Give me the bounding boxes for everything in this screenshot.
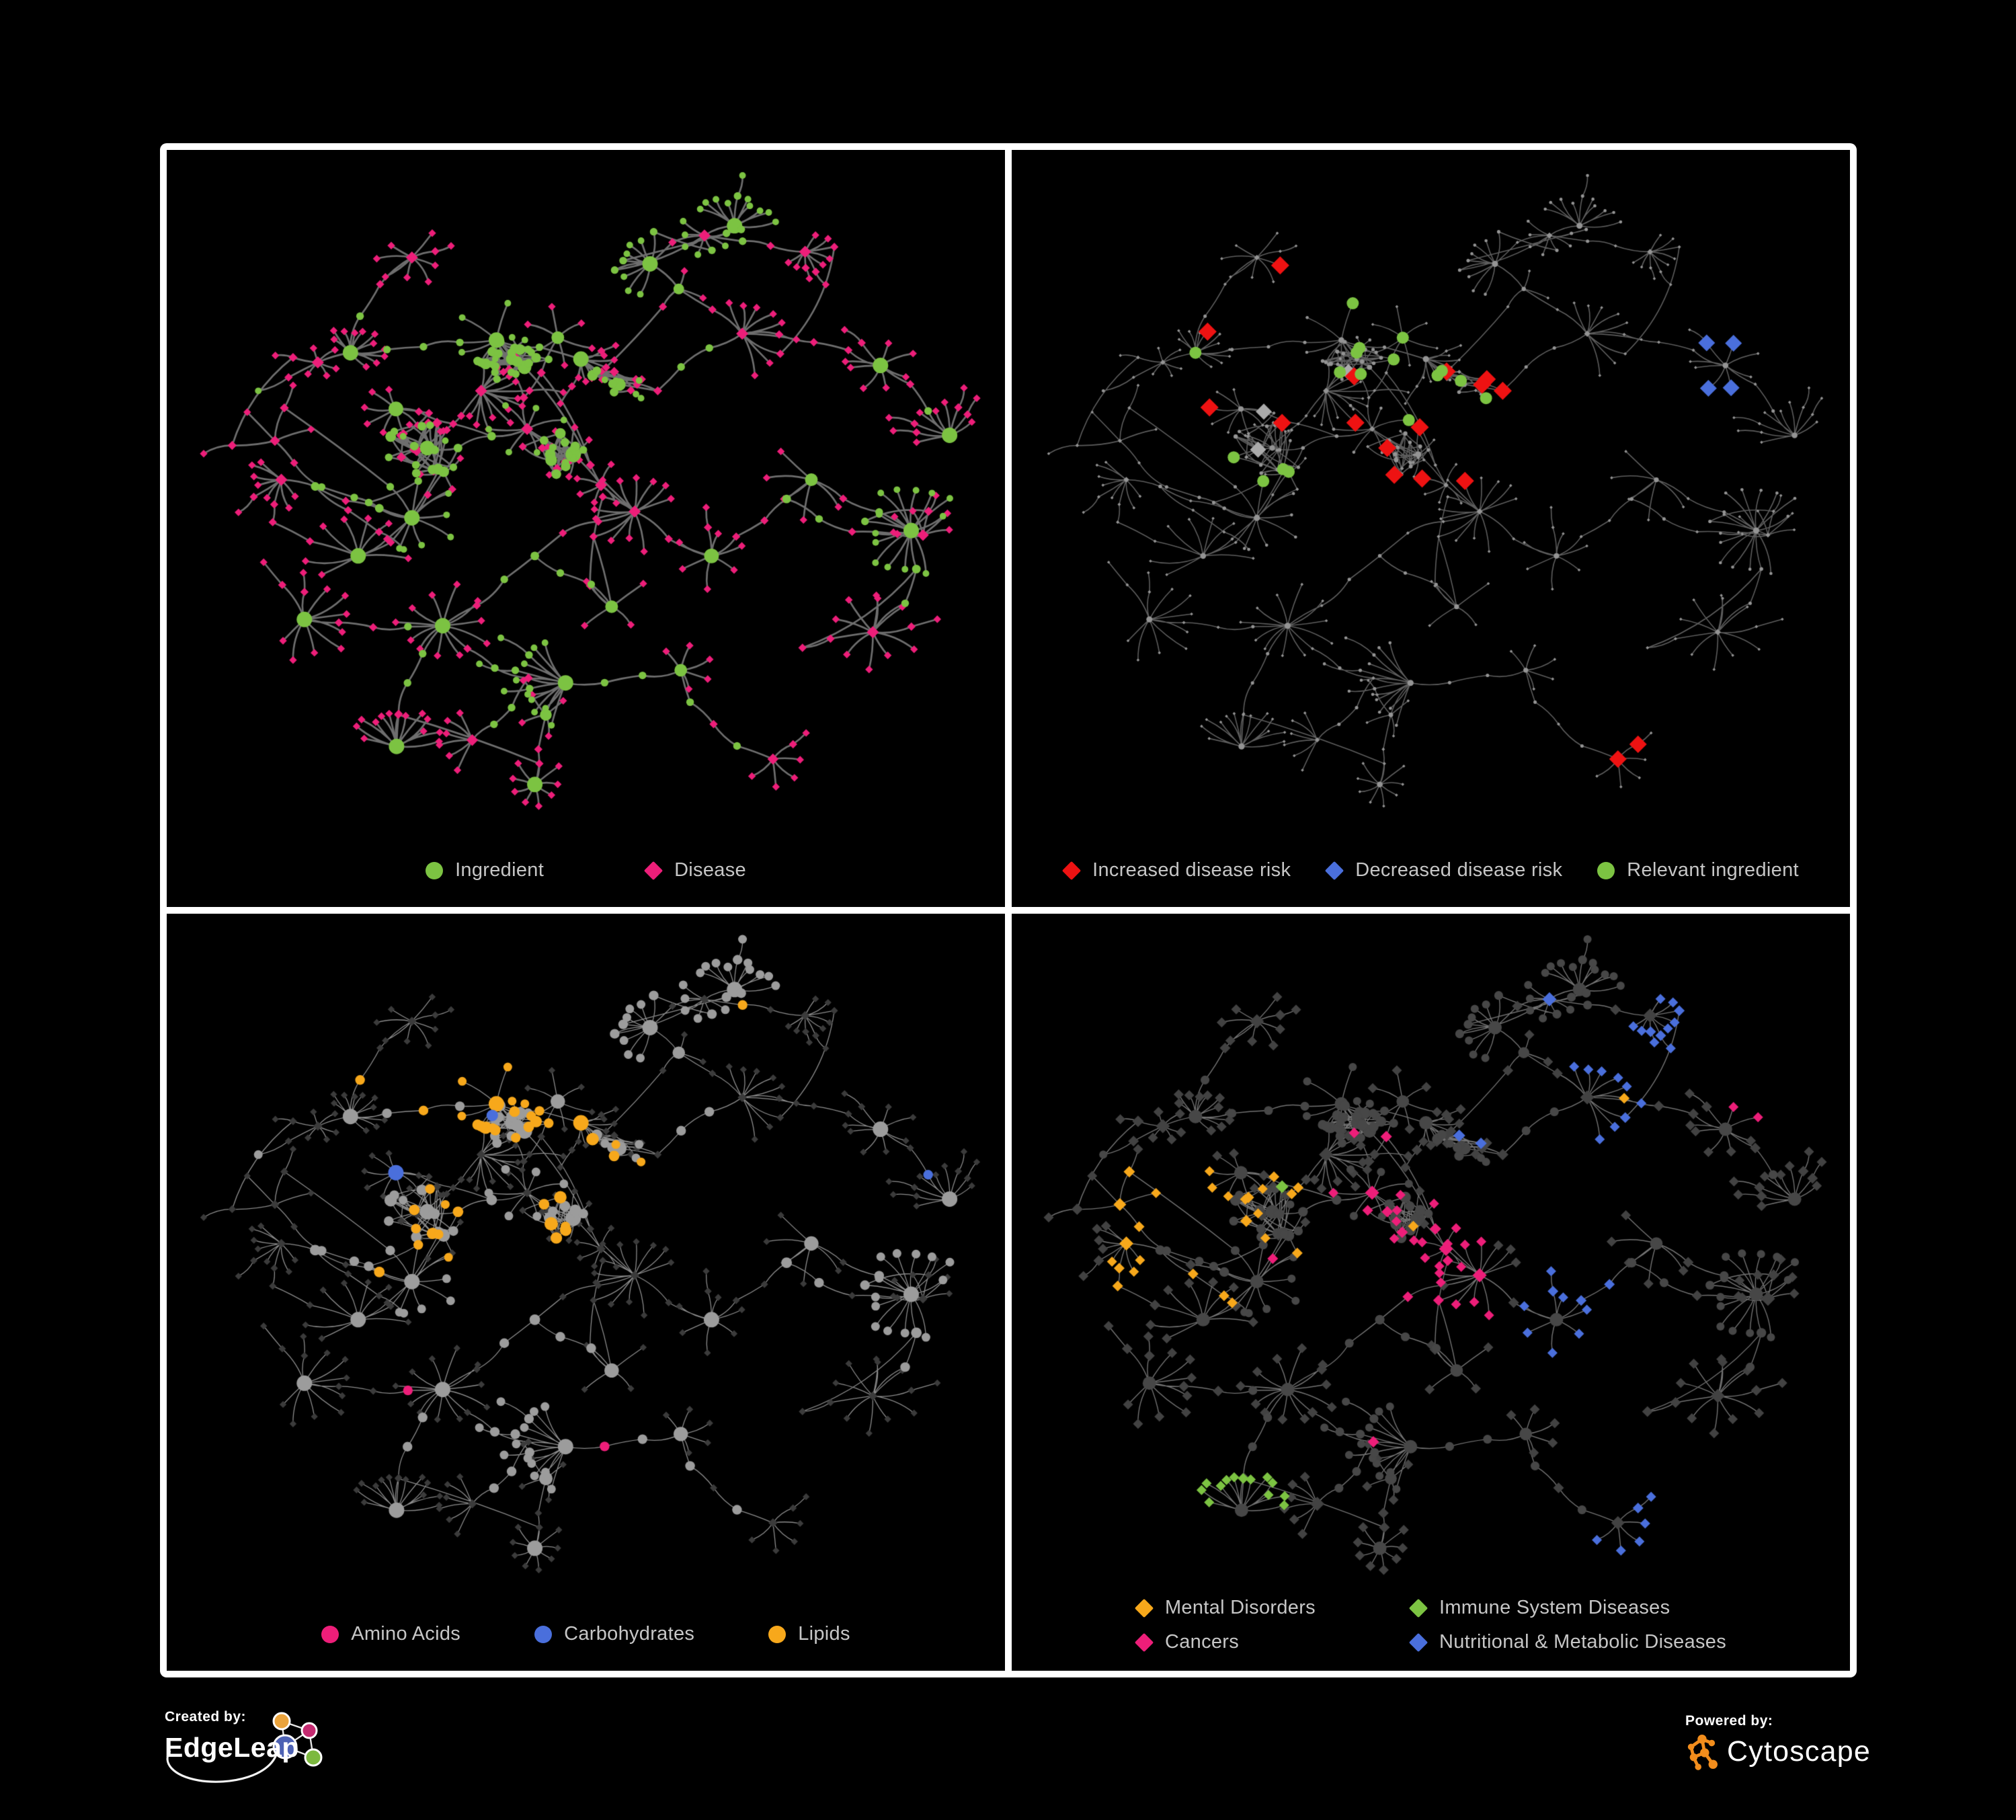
- panels-grid: Ingredient Disease Increased disease ris…: [160, 143, 1857, 1677]
- network-graph-ingredient-disease: [167, 150, 1005, 907]
- legend-item: Amino Acids: [321, 1623, 460, 1645]
- legend-item: Immune System Diseases: [1408, 1597, 1726, 1619]
- legend-label: Relevant ingredient: [1627, 859, 1799, 881]
- panel-nutrient-classes: Amino Acids Carbohydrates Lipids: [167, 914, 1005, 1671]
- powered-by-block: Powered by: Cytoscape: [1685, 1713, 1887, 1794]
- panel-disease-classes: Mental Disorders Immune System Diseases …: [1012, 914, 1850, 1671]
- edgeleap-logo-icon: [166, 1712, 323, 1783]
- relevant-ingredient-marker-icon: [1597, 861, 1615, 879]
- legend-item: Mental Disorders: [1134, 1597, 1316, 1619]
- decreased-risk-marker-icon: [1325, 861, 1344, 880]
- powered-by-label: Powered by:: [1685, 1713, 1773, 1729]
- nutritional-metabolic-marker-icon: [1408, 1632, 1428, 1652]
- legend-label: Lipids: [798, 1623, 850, 1645]
- legend-item: Lipids: [768, 1623, 850, 1645]
- ingredient-marker-icon: [426, 861, 444, 879]
- amino-acids-marker-icon: [321, 1625, 339, 1643]
- panel-disease-risk: Increased disease risk Decreased disease…: [1012, 150, 1850, 907]
- immune-diseases-marker-icon: [1408, 1598, 1428, 1618]
- network-graph-disease-risk: [1012, 150, 1850, 907]
- legend-label: Ingredient: [455, 859, 545, 881]
- legend-item: Ingredient: [426, 859, 544, 881]
- legend-nutrient-classes: Amino Acids Carbohydrates Lipids: [167, 1623, 1005, 1645]
- legend-label: Disease: [674, 859, 746, 881]
- legend-label: Amino Acids: [351, 1623, 461, 1645]
- carbohydrates-marker-icon: [534, 1625, 553, 1643]
- disease-marker-icon: [643, 861, 663, 880]
- increased-risk-marker-icon: [1061, 861, 1082, 880]
- edgeleap-wordmark: EdgeLeap: [165, 1732, 299, 1763]
- legend-item: Cancers: [1134, 1631, 1316, 1653]
- legend-label: Nutritional & Metabolic Diseases: [1439, 1631, 1727, 1653]
- mental-disorders-marker-icon: [1134, 1598, 1154, 1618]
- legend-item: Disease: [643, 859, 746, 881]
- legend-ingredient-disease: Ingredient Disease: [167, 859, 1005, 881]
- lipids-marker-icon: [768, 1625, 787, 1643]
- cancers-marker-icon: [1134, 1632, 1154, 1652]
- legend-label: Carbohydrates: [564, 1623, 695, 1645]
- legend-label: Immune System Diseases: [1439, 1597, 1670, 1618]
- network-graph-nutrient-classes: [167, 914, 1005, 1671]
- legend-label: Decreased disease risk: [1355, 859, 1563, 881]
- network-graph-disease-classes: [1012, 914, 1850, 1671]
- legend-item: Nutritional & Metabolic Diseases: [1408, 1631, 1727, 1653]
- legend-item: Carbohydrates: [534, 1623, 694, 1645]
- legend-item: Decreased disease risk: [1325, 859, 1563, 881]
- created-by-block: Created by: EdgeLeap: [165, 1709, 346, 1817]
- legend-item: Relevant ingredient: [1597, 859, 1799, 881]
- legend-item: Increased disease risk: [1061, 859, 1291, 881]
- legend-label: Cancers: [1164, 1631, 1240, 1653]
- panel-ingredient-disease: Ingredient Disease: [167, 150, 1005, 907]
- legend-disease-risk: Increased disease risk Decreased disease…: [1012, 859, 1850, 881]
- legend-disease-classes: Mental Disorders Immune System Diseases …: [1012, 1597, 1850, 1653]
- cytoscape-wordmark: Cytoscape: [1727, 1735, 1871, 1768]
- cytoscape-logo-icon: [1687, 1735, 1718, 1770]
- legend-label: Mental Disorders: [1164, 1597, 1316, 1618]
- created-by-label: Created by:: [165, 1709, 247, 1725]
- legend-label: Increased disease risk: [1092, 859, 1291, 881]
